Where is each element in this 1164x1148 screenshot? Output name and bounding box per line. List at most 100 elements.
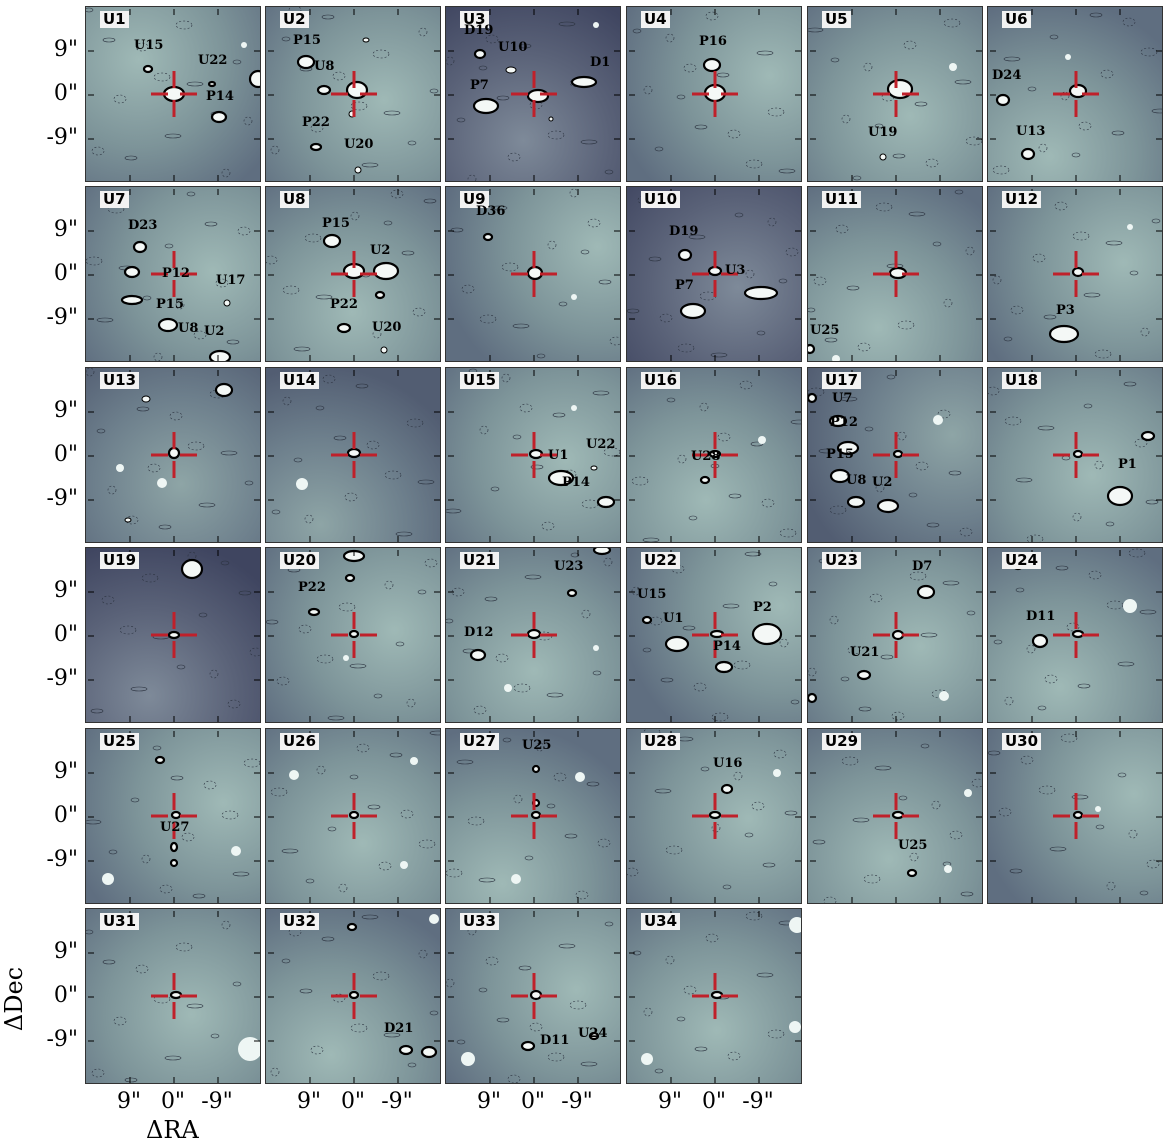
noise-contour	[864, 426, 874, 432]
noise-contour	[587, 218, 601, 228]
panel-image	[627, 7, 801, 181]
source-contour	[123, 265, 141, 279]
source-contour	[354, 166, 362, 174]
y-tick-label: 9"	[53, 398, 78, 423]
noise-contour	[700, 766, 710, 772]
noise-contour	[547, 1052, 565, 1062]
noise-contour	[282, 285, 300, 295]
source-contour	[214, 382, 234, 398]
source-label: U8	[314, 59, 335, 74]
source-contour	[679, 302, 707, 320]
star-source	[231, 846, 241, 856]
noise-contour	[310, 1045, 324, 1055]
source-contour	[526, 628, 542, 640]
panel-title: U28	[641, 733, 681, 750]
noise-contour	[773, 749, 787, 759]
star-source	[964, 789, 972, 797]
noise-contour	[1106, 600, 1124, 610]
y-tick-label: 9"	[53, 217, 78, 242]
noise-contour	[496, 95, 510, 101]
source-contour	[995, 93, 1011, 107]
noise-contour	[880, 654, 894, 660]
noise-contour	[513, 683, 531, 693]
star-source	[949, 63, 957, 71]
noise-contour	[920, 632, 938, 638]
noise-contour	[1106, 881, 1116, 891]
source-contour	[374, 290, 386, 300]
source-contour	[846, 495, 866, 509]
source-contour	[120, 294, 144, 306]
noise-contour	[767, 107, 785, 117]
panel-image	[266, 7, 440, 181]
source-label: D23	[128, 218, 158, 233]
noise-contour	[592, 670, 602, 676]
noise-contour	[683, 63, 697, 73]
noise-contour	[232, 871, 250, 877]
noise-contour	[960, 891, 974, 897]
noise-contour	[654, 1068, 664, 1074]
noise-contour	[847, 645, 861, 655]
source-contour	[836, 440, 860, 456]
noise-contour	[1049, 846, 1067, 852]
noise-contour	[948, 470, 962, 476]
noise-contour	[281, 848, 299, 854]
noise-contour	[642, 647, 652, 653]
noise-contour	[1071, 794, 1089, 800]
panel-u28: U28 U16	[626, 728, 802, 904]
noise-contour	[395, 641, 405, 647]
noise-contour	[627, 308, 640, 314]
source-label: U21	[850, 645, 880, 660]
source-label: U1	[663, 611, 684, 626]
noise-contour	[1134, 438, 1148, 448]
source-contour	[472, 97, 500, 115]
noise-contour	[716, 72, 730, 78]
noise-contour	[654, 146, 664, 152]
noise-contour	[192, 893, 206, 899]
noise-contour	[874, 123, 884, 129]
noise-contour	[784, 810, 798, 816]
source-label: P14	[562, 475, 590, 490]
noise-contour	[450, 227, 464, 233]
source-contour	[520, 1040, 536, 1052]
y-tick-label: -9"	[46, 125, 78, 150]
noise-contour	[654, 788, 672, 794]
noise-contour	[852, 175, 862, 181]
noise-contour	[931, 800, 941, 810]
source-label: D36	[476, 204, 506, 219]
panel-image	[446, 187, 620, 361]
noise-contour	[221, 810, 239, 820]
noise-contour	[1139, 609, 1157, 615]
noise-contour	[649, 616, 663, 626]
noise-contour	[316, 654, 334, 664]
noise-contour	[501, 373, 511, 383]
noise-contour	[204, 221, 218, 227]
panel-u8: U8 P15 U2 P22 U20	[265, 186, 441, 362]
noise-contour	[954, 79, 972, 85]
source-contour	[169, 858, 179, 868]
noise-contour	[575, 890, 589, 900]
noise-contour	[417, 589, 427, 595]
noise-contour	[86, 368, 95, 377]
noise-contour	[745, 911, 763, 921]
noise-contour	[840, 676, 850, 682]
noise-contour	[564, 833, 578, 839]
source-label: P1	[1118, 457, 1137, 472]
noise-contour	[717, 432, 731, 442]
source-contour	[307, 607, 321, 617]
source-contour	[829, 468, 851, 484]
noise-contour	[790, 419, 801, 425]
panel-title: U2	[280, 11, 309, 28]
source-label: P15	[156, 297, 184, 312]
x-tick-label: -9"	[201, 1089, 233, 1114]
noise-contour	[378, 861, 392, 871]
noise-contour	[1105, 240, 1123, 246]
noise-contour	[237, 226, 251, 236]
noise-contour	[597, 838, 611, 848]
noise-contour	[507, 1074, 521, 1083]
panel-u25: U25 U27	[85, 728, 261, 904]
panel-u14: U14	[265, 367, 441, 543]
noise-contour	[631, 586, 641, 596]
noise-contour	[446, 56, 455, 66]
noise-contour	[495, 653, 509, 663]
noise-contour	[666, 397, 676, 403]
